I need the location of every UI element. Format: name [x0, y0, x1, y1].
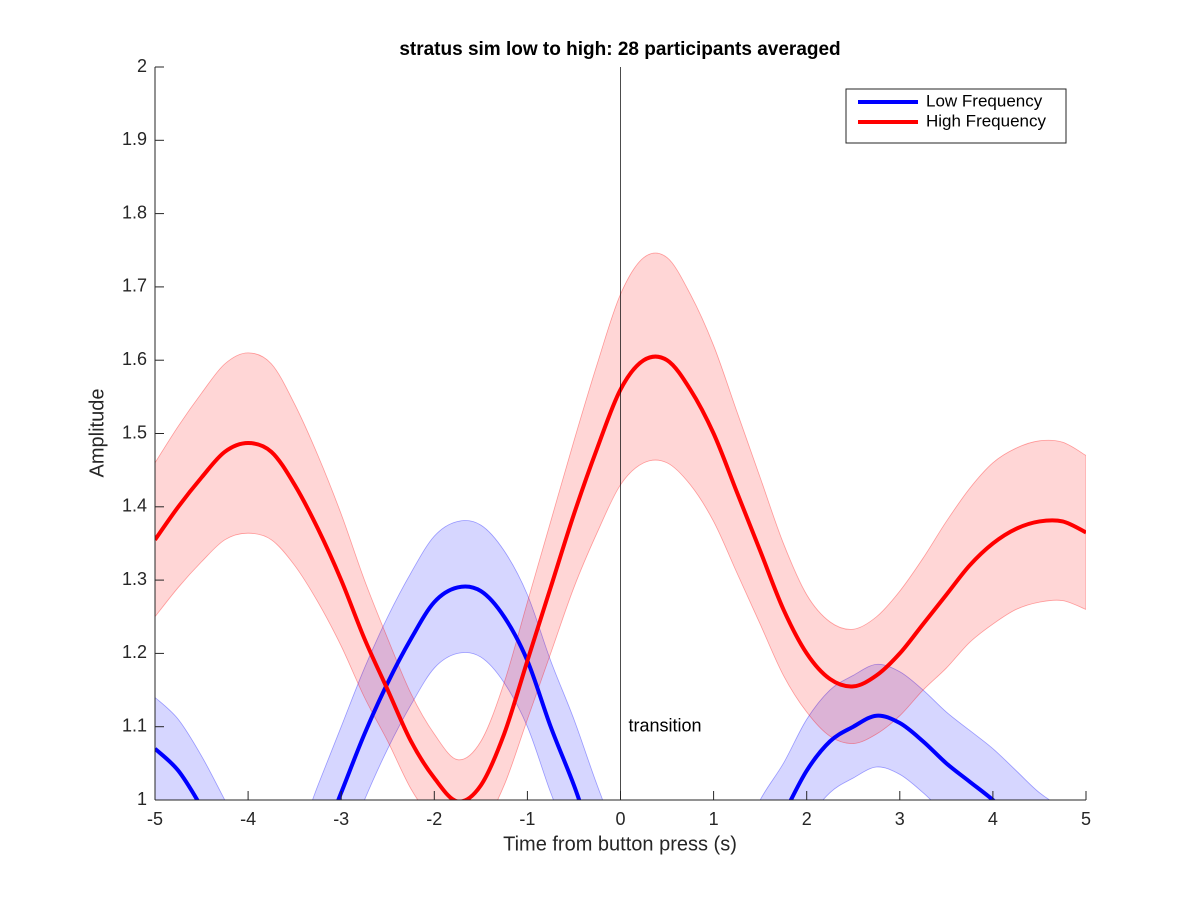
y-tick-label: 1.2 [122, 642, 147, 662]
y-tick-label: 1.5 [122, 422, 147, 442]
x-tick-label: 2 [802, 809, 812, 829]
legend-box [845, 88, 1067, 144]
x-tick-label: -4 [240, 809, 256, 829]
x-tick-label: -3 [333, 809, 349, 829]
error-band [155, 252, 1086, 800]
bands [155, 252, 1086, 800]
x-tick-label: 5 [1081, 809, 1091, 829]
error-band [155, 520, 1051, 800]
series-line [155, 354, 1086, 800]
chart-title: stratus sim low to high: 28 participants… [399, 39, 840, 60]
x-tick-label: -1 [519, 809, 535, 829]
x-axis-label: Time from button press (s) [503, 833, 737, 855]
x-tick-label: 3 [895, 809, 905, 829]
x-tick-label: -5 [147, 809, 163, 829]
x-tick-label: -2 [426, 809, 442, 829]
y-tick-label: 2 [137, 56, 147, 76]
y-tick-label: 1.6 [122, 349, 147, 369]
x-tick-label: 4 [988, 809, 998, 829]
lines [155, 354, 1086, 800]
y-axis-label: Amplitude [86, 389, 108, 478]
y-tick-label: 1.3 [122, 569, 147, 589]
y-tick-label: 1.8 [122, 202, 147, 222]
legend-label: Low Frequency [926, 91, 1043, 110]
annotation-text: transition [629, 715, 702, 735]
y-tick-label: 1.4 [122, 496, 147, 516]
legend-label: High Frequency [926, 111, 1047, 130]
x-tick-label: 0 [615, 809, 625, 829]
y-tick-label: 1 [137, 789, 147, 809]
y-tick-label: 1.1 [122, 715, 147, 735]
series-line [155, 584, 996, 800]
y-tick-label: 1.7 [122, 276, 147, 296]
y-tick-label: 1.9 [122, 129, 147, 149]
x-tick-label: 1 [709, 809, 719, 829]
